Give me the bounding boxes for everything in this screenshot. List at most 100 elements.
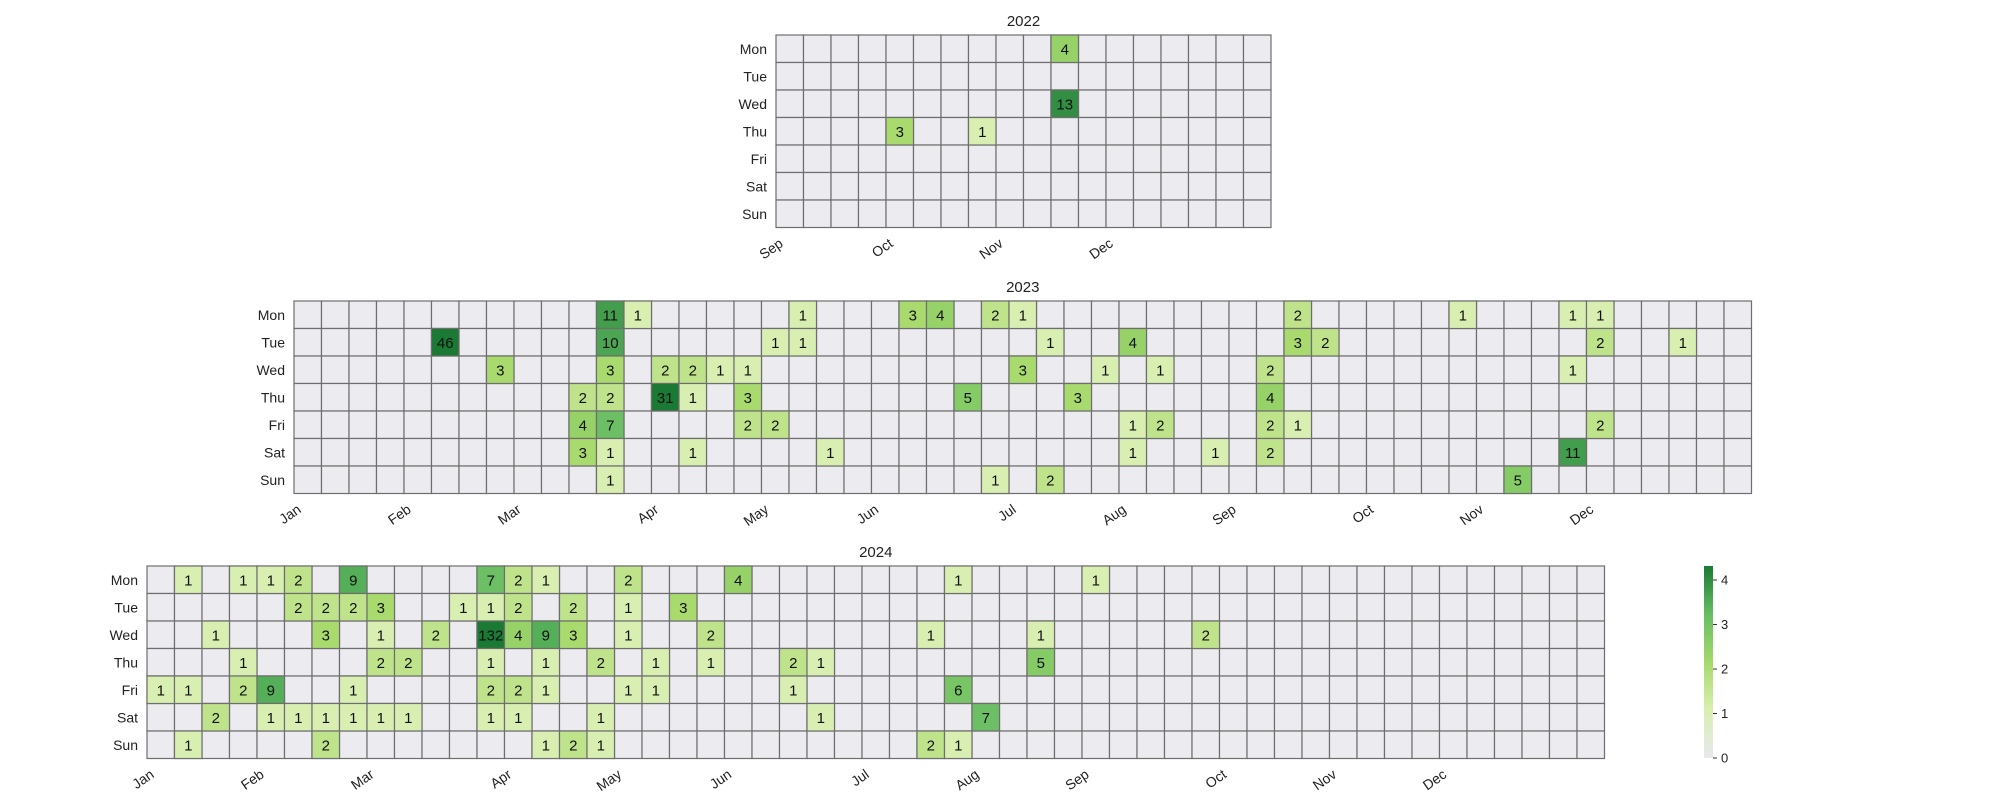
heatmap-cell-empty [430,382,460,412]
heatmap-cell-empty [1338,382,1368,412]
cell-value-label: 1 [597,737,605,754]
weekday-label: Sat [746,178,767,194]
heatmap-cell [788,300,818,330]
heatmap-cell-empty [1255,327,1285,357]
heatmap-cell-empty [146,647,176,677]
month-label: Sep [756,235,786,263]
heatmap-cell-empty [980,437,1010,467]
heatmap-cell-empty [1668,437,1698,467]
heatmap-cell-empty [311,675,341,705]
heatmap-cell-empty [815,410,845,440]
heatmap-cell-empty [1132,61,1162,91]
heatmap-cell-empty [1301,592,1331,622]
heatmap-cell-empty [1008,437,1038,467]
heatmap-cell-empty [971,647,1001,677]
heatmap-cell-empty [888,675,918,705]
cell-value-label: 2 [1294,307,1302,324]
heatmap-cell [696,620,726,650]
heatmap-cell-empty [760,355,790,385]
heatmap-cell-empty [540,300,570,330]
heatmap-cell [916,620,946,650]
heatmap-cell-empty [995,171,1025,201]
heatmap-cell-empty [1187,116,1217,146]
heatmap-cell-empty [1200,382,1230,412]
heatmap-cell-empty [1548,592,1578,622]
heatmap-cell-empty [1187,61,1217,91]
heatmap-cell-empty [1200,410,1230,440]
heatmap-cell-empty [430,355,460,385]
weekday-label: Wed [738,96,767,112]
heatmap-cell-empty [320,465,350,495]
heatmap-cell-empty [1448,410,1478,440]
heatmap-cell-empty [256,620,286,650]
cell-value-label: 1 [542,572,550,589]
heatmap-cell-empty [586,565,616,595]
heatmap-cell-empty [870,300,900,330]
heatmap-cell-empty [760,382,790,412]
heatmap-cell-empty [641,702,671,732]
heatmap-cell [366,620,396,650]
weekday-label: Fri [269,417,285,433]
cell-value-label: 1 [377,710,385,727]
heatmap-cell-empty [1365,327,1395,357]
cell-value-label: 1 [799,307,807,324]
heatmap-cell [568,410,598,440]
heatmap-cell [925,300,955,330]
cell-value-label: 1 [267,710,275,727]
weekday-label: Thu [114,654,138,670]
heatmap-cell-empty [1035,355,1065,385]
heatmap-cell-empty [375,300,405,330]
heatmap-cell-empty [1022,89,1052,119]
cell-value-label: 3 [569,627,577,644]
heatmap-cell-empty [1173,355,1203,385]
month-label: Dec [1086,235,1116,262]
weekday-label: Thu [743,123,767,139]
heatmap-cell [1200,437,1230,467]
heatmap-cell [1050,89,1080,119]
cell-value-label: 2 [514,682,522,699]
cell-value-label: 9 [267,682,275,699]
heatmap-cell-empty [1105,144,1135,174]
heatmap-cell-empty [1585,382,1615,412]
weekday-label: Mon [740,41,767,57]
heatmap-cell-empty [1163,675,1193,705]
heatmap-cell [531,647,561,677]
heatmap-cell-empty [1521,592,1551,622]
heatmap-cell-empty [311,647,341,677]
cell-value-label: 1 [652,655,660,672]
heatmap-cell-empty [788,410,818,440]
heatmap-cell-empty [1356,592,1386,622]
heatmap-cell-empty [1338,327,1368,357]
heatmap-cell-empty [1448,355,1478,385]
cell-value-label: 1 [267,572,275,589]
cell-value-label: 4 [936,307,944,324]
heatmap-cell-empty [1246,592,1276,622]
heatmap-cell [1026,620,1056,650]
heatmap-cell [971,702,1001,732]
month-label: Nov [1310,766,1340,793]
heatmap-cell-empty [696,565,726,595]
heatmap-cell-empty [1438,730,1468,760]
heatmap-cell-empty [1530,437,1560,467]
heatmap-cell-empty [458,465,488,495]
heatmap-cell-empty [1081,702,1111,732]
cell-value-label: 2 [789,655,797,672]
heatmap-cell-empty [1108,730,1138,760]
heatmap-cell-empty [1310,465,1340,495]
heatmap-cell-empty [843,355,873,385]
heatmap-cell-empty [1310,437,1340,467]
heatmap-cell-empty [888,565,918,595]
heatmap-cell-empty [1026,702,1056,732]
heatmap-cell-empty [1328,565,1358,595]
cell-value-label: 11 [602,307,618,324]
heatmap-cell-empty [375,410,405,440]
heatmap-cell-empty [1136,675,1166,705]
month-label: Nov [976,235,1006,262]
heatmap-cell-empty [668,565,698,595]
cell-value-label: 1 [157,682,165,699]
heatmap-cell-empty [861,647,891,677]
heatmap-cell-empty [925,437,955,467]
heatmap-cell-empty [1576,565,1606,595]
month-label: Jan [129,766,157,792]
